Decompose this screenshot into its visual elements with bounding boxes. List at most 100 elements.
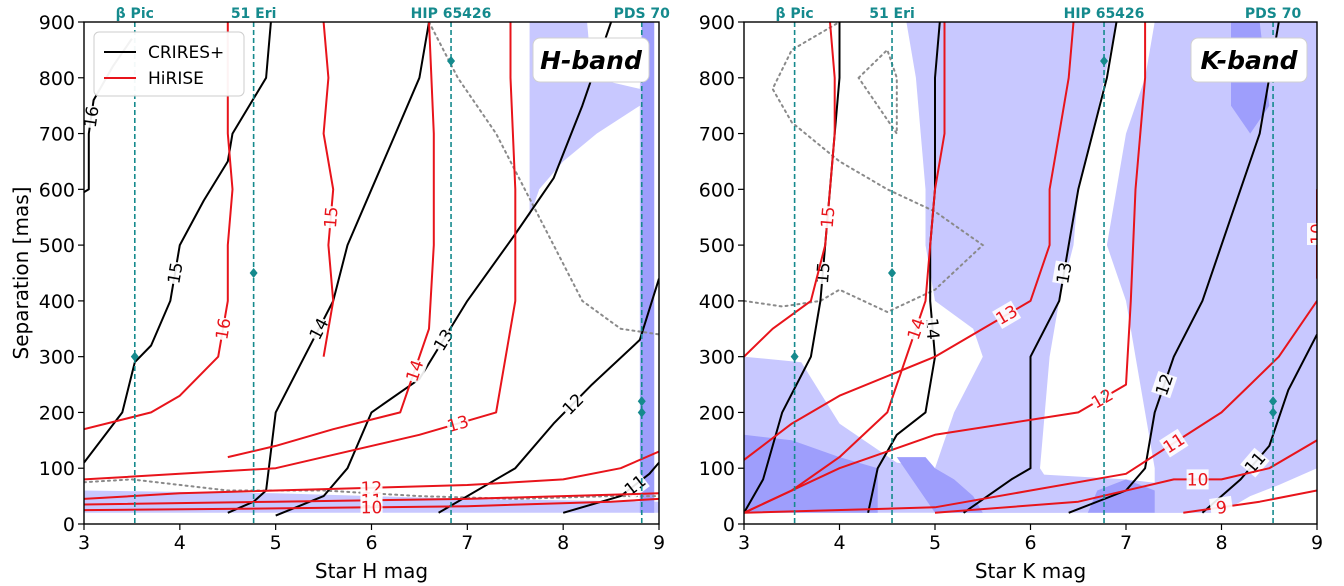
crires-contour-label: 15 (164, 261, 187, 286)
y-tick-label: 400 (699, 291, 735, 313)
hirise-contour-label: 10 (1187, 470, 1209, 490)
shaded-region (639, 22, 655, 513)
contour-label-background (992, 300, 1022, 329)
target-label: PDS 70 (1245, 6, 1302, 22)
x-tick-label: 4 (833, 532, 845, 554)
hirise-contour-label-group: 16 (211, 316, 236, 342)
y-tick-label: 700 (39, 124, 75, 146)
y-tick-label: 100 (39, 458, 75, 480)
hirise-contour-line (84, 497, 659, 512)
hirise-contour-line (744, 22, 946, 514)
x-tick-label: 6 (1024, 532, 1036, 554)
shaded-region (744, 434, 878, 513)
y-tick-label: 600 (39, 179, 75, 201)
crires-contour-line (1068, 22, 1280, 514)
hirise-contour-label: 15 (321, 206, 343, 229)
x-tick-label: 5 (270, 532, 282, 554)
y-axis-label: Separation [mas] (9, 187, 33, 360)
shaded-region (896, 457, 983, 513)
y-tick-label: 800 (39, 68, 75, 90)
y-tick-label: 200 (39, 402, 75, 424)
crires-contour-label-group: 16 (81, 104, 104, 130)
x-axis-label: Star K mag (975, 559, 1086, 583)
crires-contour-line (1201, 333, 1317, 514)
hirise-contour-label: 10 (1308, 223, 1328, 245)
crires-contour-line (84, 22, 272, 464)
hirise-contour-line (322, 22, 335, 357)
planet-marker (249, 268, 258, 278)
hirise-contour-line (744, 300, 1317, 514)
planet-marker (637, 396, 646, 407)
x-tick-label: 6 (365, 532, 377, 554)
y-tick-label: 900 (39, 12, 75, 34)
contour-label-background (1159, 428, 1189, 458)
hirise-contour-line (84, 450, 659, 500)
planet-marker (1269, 407, 1278, 418)
dotted-boundary (857, 48, 898, 137)
y-tick-label: 600 (699, 179, 735, 201)
y-tick-label: 500 (39, 235, 75, 257)
contour-label-background (319, 205, 342, 230)
x-tick-label: 9 (1311, 532, 1323, 554)
hirise-contour-label-group: 10 (1186, 469, 1209, 490)
y-tick-label: 300 (699, 347, 735, 369)
hirise-contour-line (744, 22, 1147, 514)
y-tick-label: 0 (63, 514, 75, 536)
band-label: K-band (1200, 46, 1298, 75)
contour-label-background (1087, 384, 1117, 413)
contour-label-background (620, 470, 650, 500)
contour-label-background (211, 316, 235, 342)
planet-marker (888, 268, 897, 278)
crires-contour-label-group: 15 (163, 260, 188, 286)
dotted-boundary (744, 22, 985, 314)
shaded-region (906, 22, 1117, 513)
band-label-box (532, 37, 650, 83)
contour-label-background (84, 104, 103, 130)
x-tick-label: 8 (1215, 532, 1227, 554)
hirise-contour-line (84, 492, 659, 506)
legend-entry: HiRISE (148, 69, 204, 89)
crires-contour-label-group: 13 (1052, 260, 1077, 286)
hirise-contour-line (1183, 489, 1317, 514)
contour-label-background (360, 497, 383, 518)
band-label-box (1190, 37, 1308, 83)
x-tick-label: 9 (653, 532, 665, 554)
y-tick-label: 700 (699, 124, 735, 146)
hirise-contour-label-group: 15 (816, 205, 840, 230)
hirise-contour-line (84, 22, 234, 431)
hirise-contour-label-group: 10 (360, 497, 383, 518)
target-label: HIP 65426 (1064, 6, 1145, 22)
hirise-contour-label: 15 (818, 206, 840, 229)
hirise-contour-label-group: 15 (319, 205, 343, 230)
crires-contour-label: 16 (81, 105, 104, 129)
contour-label-background (1307, 223, 1317, 245)
contour-label-background (401, 356, 428, 385)
target-label: 51 Eri (231, 6, 277, 22)
target-label: β Pic (775, 6, 813, 22)
contour-label-background (163, 260, 187, 286)
contour-label-background (429, 325, 458, 355)
hirise-contour-label: 10 (361, 498, 383, 518)
x-tick-label: 4 (174, 532, 186, 554)
x-tick-label: 5 (929, 532, 941, 554)
x-tick-label: 8 (557, 532, 569, 554)
crires-contour-label: 15 (813, 261, 835, 284)
hirise-contour-label-group: 9 (1209, 495, 1234, 519)
y-tick-label: 500 (699, 235, 735, 257)
hirise-contour-line (84, 22, 517, 481)
y-tick-label: 100 (699, 458, 735, 480)
dotted-boundary (428, 22, 659, 336)
hirise-contour-label: 9 (1215, 498, 1229, 519)
y-tick-label: 200 (699, 402, 735, 424)
planet-marker (130, 351, 139, 362)
y-tick-label: 300 (39, 347, 75, 369)
contour-label-background (557, 389, 588, 419)
crires-contour-label: 13 (1053, 261, 1076, 286)
contour-label-background (1240, 447, 1270, 478)
target-label: β Pic (116, 6, 154, 22)
contour-label-background (816, 205, 839, 230)
y-tick-label: 800 (699, 68, 735, 90)
contour-label-background (1151, 370, 1178, 399)
